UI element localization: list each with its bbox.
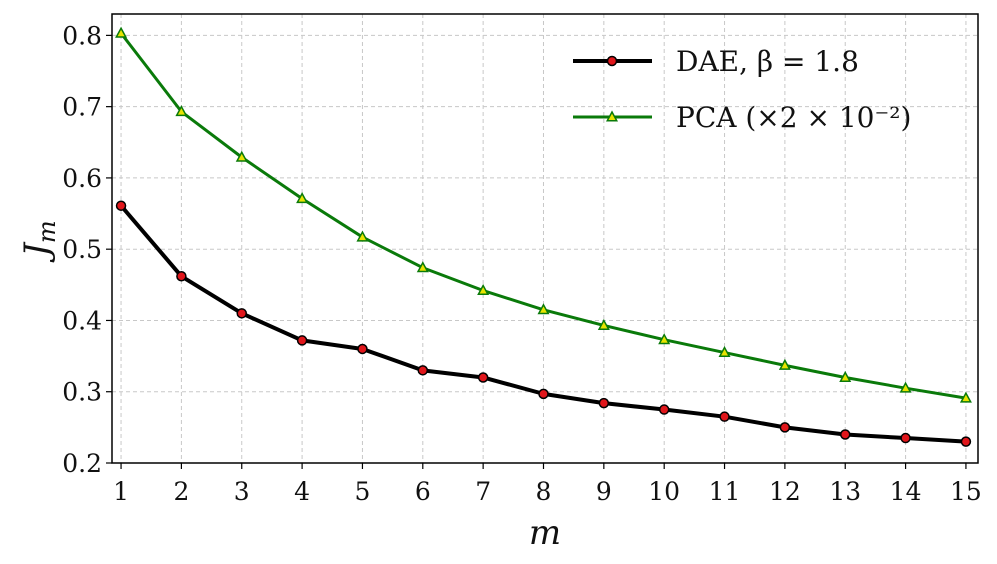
- data-point-dae: [176, 271, 187, 282]
- data-point-pca: [416, 261, 429, 273]
- x-tick-label: 2: [173, 477, 189, 506]
- data-point-dae: [538, 388, 549, 400]
- y-axis-label-subscript: m: [33, 220, 61, 243]
- x-tick-label: 6: [415, 477, 431, 506]
- x-tick-label: 14: [890, 477, 922, 506]
- x-tick-label: 8: [536, 477, 552, 506]
- legend-marker-pca: [605, 110, 619, 122]
- y-tick-label: 0.5: [62, 235, 102, 264]
- plot-frame: [111, 13, 979, 464]
- data-point-pca: [537, 303, 550, 315]
- data-point-pca: [356, 230, 369, 242]
- x-tick-label: 15: [950, 477, 982, 506]
- legend: DAE, β = 1.8 PCA (×2 × 10⁻²): [573, 45, 911, 134]
- y-axis-label: Jm: [17, 220, 61, 262]
- y-tick-label: 0.7: [62, 93, 102, 122]
- y-tick-label: 0.2: [62, 449, 102, 478]
- legend-entry-dae: DAE, β = 1.8: [573, 45, 859, 78]
- series-layer: [115, 26, 972, 447]
- data-point-dae: [236, 308, 247, 319]
- data-point-pca: [296, 192, 309, 204]
- data-point-dae: [658, 404, 670, 415]
- data-point-pca: [235, 150, 248, 162]
- x-tick-label: 12: [769, 477, 801, 506]
- data-point-pca: [839, 370, 852, 382]
- data-point-pca: [477, 283, 490, 296]
- data-point-pca: [658, 333, 671, 345]
- x-tick-label: 10: [648, 477, 680, 506]
- legend-label-pca: PCA (×2 × 10⁻²): [676, 101, 911, 134]
- data-point-dae: [115, 200, 127, 211]
- x-tick-label: 1: [113, 477, 129, 506]
- data-point-dae: [417, 365, 429, 376]
- axis-ticks: 1 2 3 4 5 6 7 8 9 10 11 12 13 14 150.20.30.40.50.60.70…: [62, 21, 982, 506]
- data-point-pca: [959, 391, 972, 403]
- x-tick-label: 5: [354, 477, 370, 506]
- y-tick-label: 0.3: [62, 378, 102, 407]
- data-point-pca: [115, 26, 128, 38]
- data-point-pca: [899, 381, 912, 393]
- data-point-dae: [719, 411, 730, 422]
- data-point-dae: [477, 372, 489, 383]
- legend-label-dae: DAE, β = 1.8: [676, 45, 859, 78]
- y-tick-label: 0.6: [62, 164, 102, 193]
- data-point-pca: [175, 105, 188, 117]
- data-point-pca: [597, 318, 610, 330]
- x-tick-label: 4: [294, 477, 310, 506]
- data-point-dae: [357, 343, 368, 355]
- data-point-dae: [960, 436, 972, 447]
- data-point-pca: [718, 345, 731, 358]
- legend-marker-dae: [606, 55, 618, 67]
- data-point-dae: [779, 422, 791, 433]
- legend-entry-pca: PCA (×2 × 10⁻²): [573, 101, 911, 134]
- y-tick-label: 0.8: [62, 21, 102, 50]
- x-tick-label: 3: [234, 477, 250, 506]
- y-axis-label-main: J: [17, 241, 57, 263]
- x-tick-label: 9: [596, 477, 612, 506]
- data-point-pca: [778, 358, 791, 370]
- x-axis-label: m: [529, 513, 561, 553]
- data-point-dae: [598, 397, 610, 409]
- x-tick-label: 13: [829, 477, 861, 506]
- data-point-dae: [296, 335, 308, 346]
- data-point-dae: [839, 429, 851, 440]
- x-tick-label: 7: [475, 477, 491, 506]
- x-tick-label: 11: [709, 477, 741, 506]
- y-tick-label: 0.4: [62, 306, 102, 335]
- data-point-dae: [900, 432, 911, 444]
